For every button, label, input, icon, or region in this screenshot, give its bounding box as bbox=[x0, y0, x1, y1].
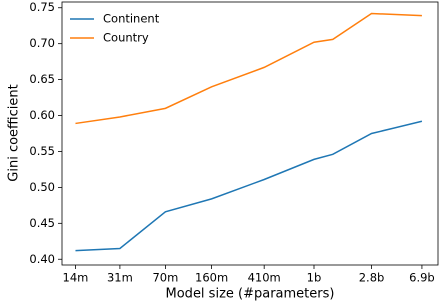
legend-label: Country bbox=[103, 31, 149, 45]
y-axis-label: Gini coefficient bbox=[7, 84, 22, 181]
x-tick-label: 160m bbox=[195, 271, 228, 285]
x-tick-label: 410m bbox=[248, 271, 281, 285]
y-tick-label: 0.50 bbox=[29, 180, 55, 194]
y-tick-label: 0.45 bbox=[29, 216, 55, 230]
y-tick-label: 0.65 bbox=[29, 72, 55, 86]
x-tick-label: 14m bbox=[63, 271, 89, 285]
y-tick-label: 0.75 bbox=[29, 0, 55, 14]
y-tick-label: 0.40 bbox=[29, 252, 55, 266]
y-tick-label: 0.60 bbox=[29, 108, 55, 122]
plot-frame bbox=[61, 1, 439, 266]
x-axis-label: Model size (#parameters) bbox=[166, 287, 335, 302]
y-tick-label: 0.70 bbox=[29, 36, 55, 50]
y-tick-label: 0.55 bbox=[29, 144, 55, 158]
x-tick-label: 1b bbox=[307, 271, 322, 285]
x-tick-label: 70m bbox=[152, 271, 178, 285]
legend-label: Continent bbox=[103, 12, 160, 26]
series-line bbox=[75, 12, 422, 125]
x-tick-label: 6.9b bbox=[409, 271, 435, 285]
series-line bbox=[75, 120, 423, 252]
x-tick-label: 31m bbox=[107, 271, 133, 285]
x-tick-label: 2.8b bbox=[359, 271, 385, 285]
